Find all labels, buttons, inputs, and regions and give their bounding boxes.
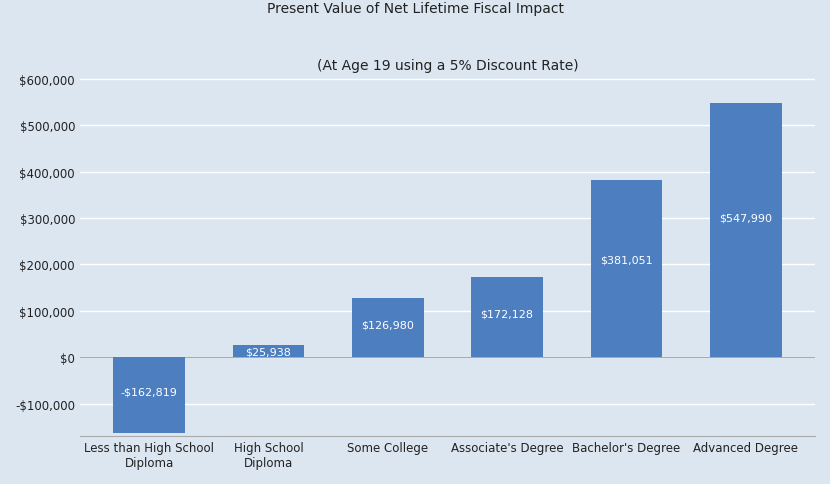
- Bar: [232, 346, 305, 358]
- Bar: [710, 104, 782, 358]
- Text: Present Value of Net Lifetime Fiscal Impact: Present Value of Net Lifetime Fiscal Imp…: [266, 2, 564, 16]
- Text: $126,980: $126,980: [361, 320, 414, 330]
- Bar: [113, 358, 185, 433]
- Title: (At Age 19 using a 5% Discount Rate): (At Age 19 using a 5% Discount Rate): [316, 59, 579, 73]
- Text: $172,128: $172,128: [481, 309, 534, 318]
- Bar: [591, 181, 662, 358]
- Text: $547,990: $547,990: [720, 213, 772, 223]
- Text: $381,051: $381,051: [600, 256, 652, 265]
- Text: $25,938: $25,938: [246, 347, 291, 357]
- Bar: [471, 278, 543, 358]
- Text: -$162,819: -$162,819: [120, 386, 178, 396]
- Bar: [352, 299, 423, 358]
